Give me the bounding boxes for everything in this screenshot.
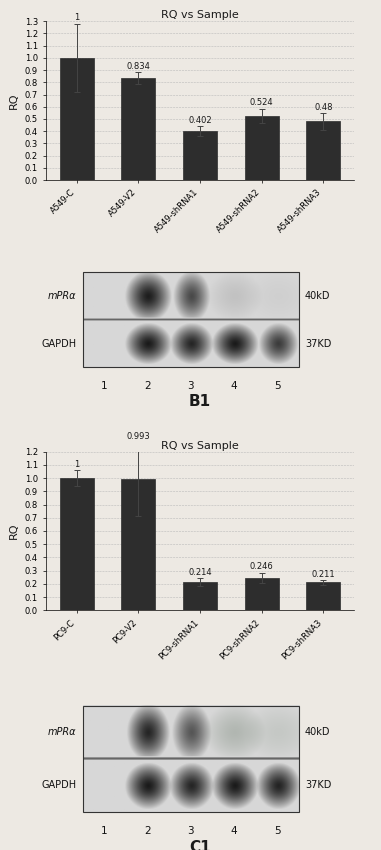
Text: 3: 3 — [187, 826, 194, 836]
Text: 37KD: 37KD — [305, 780, 331, 791]
Text: GAPDH: GAPDH — [42, 338, 77, 348]
Text: 1: 1 — [74, 460, 79, 469]
Text: B2: B2 — [189, 717, 211, 732]
Text: 1: 1 — [101, 381, 108, 391]
Title: RQ vs Sample: RQ vs Sample — [161, 441, 239, 451]
Y-axis label: RQ: RQ — [9, 523, 19, 539]
Bar — [306, 582, 340, 610]
Title: RQ vs Sample: RQ vs Sample — [161, 10, 239, 20]
Text: 0.834: 0.834 — [126, 62, 150, 71]
Bar — [183, 582, 217, 610]
Text: B1: B1 — [189, 394, 211, 409]
Text: 5: 5 — [274, 381, 280, 391]
Text: 4: 4 — [231, 826, 237, 836]
Text: 1: 1 — [101, 826, 108, 836]
Bar — [183, 131, 217, 180]
Text: mPRα: mPRα — [48, 728, 77, 737]
Text: 0.993: 0.993 — [126, 432, 150, 440]
Text: 0.402: 0.402 — [188, 116, 212, 125]
Text: 5: 5 — [274, 826, 280, 836]
Text: 0.214: 0.214 — [188, 568, 212, 577]
Y-axis label: RQ: RQ — [9, 93, 19, 109]
Text: 2: 2 — [144, 826, 151, 836]
Text: 40kD: 40kD — [305, 728, 330, 737]
Text: mPRα: mPRα — [48, 291, 77, 301]
Text: 0.246: 0.246 — [250, 562, 274, 571]
Bar — [245, 578, 279, 610]
Bar — [306, 122, 340, 180]
Text: C1: C1 — [189, 840, 211, 850]
Text: GAPDH: GAPDH — [42, 780, 77, 791]
Text: 0.211: 0.211 — [312, 570, 335, 579]
Bar — [122, 479, 155, 610]
Text: 40kD: 40kD — [305, 291, 330, 301]
Text: A2: A2 — [189, 287, 211, 302]
Text: 2: 2 — [144, 381, 151, 391]
Text: 3: 3 — [187, 381, 194, 391]
Text: 4: 4 — [231, 381, 237, 391]
Text: 0.524: 0.524 — [250, 99, 274, 107]
Text: 0.48: 0.48 — [314, 103, 333, 111]
Bar — [60, 58, 94, 180]
Text: 37KD: 37KD — [305, 338, 331, 348]
Bar — [122, 78, 155, 180]
Text: 1: 1 — [74, 14, 79, 22]
Bar — [245, 116, 279, 180]
Bar — [60, 478, 94, 610]
